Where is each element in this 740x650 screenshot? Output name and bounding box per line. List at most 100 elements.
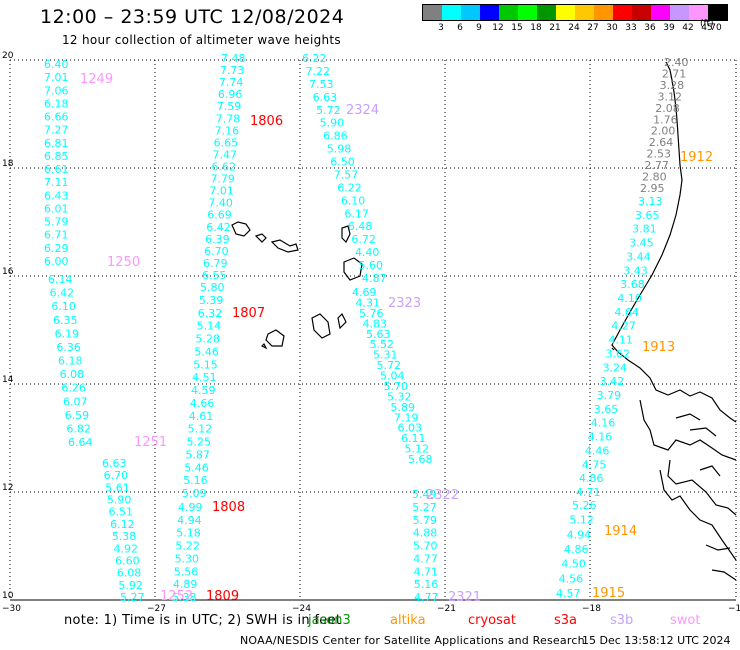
swh-value: 6.42 (206, 221, 231, 234)
swh-value: 6.51 (109, 506, 134, 519)
swh-value: 4.87 (362, 272, 387, 285)
swh-value: 4.89 (173, 578, 198, 591)
swh-value: 6.07 (63, 395, 88, 408)
swh-value: 5.98 (327, 143, 352, 156)
legend-swatch (480, 5, 499, 20)
altimeter-tracks: 6.407.017.066.186.667.276.816.856.617.11… (44, 52, 689, 604)
track-labels: 1249 1250 1251 1252 1806 1807 1808 1809 2324 2323… (80, 72, 713, 605)
swh-value: 6.66 (44, 111, 69, 124)
swh-value: 5.12 (569, 514, 594, 527)
senegal-inlets (675, 413, 737, 581)
swh-value: 3.68 (620, 278, 645, 291)
color-legend: 3 6 9 12 15 18 21 24 27 30 33 36 39 42 45 70 (422, 4, 734, 36)
swh-value: 3.79 (597, 389, 622, 402)
swh-value: 4.83 (363, 317, 388, 330)
sat-altika: altika (390, 613, 426, 628)
track-label-2323: 2323 (388, 296, 421, 311)
track-label-1251: 1251 (134, 435, 167, 450)
swh-value: 5.12 (405, 443, 430, 456)
legend-label: 36 (644, 23, 656, 33)
swh-value: 7.19 (394, 411, 419, 424)
legend-label: 27 (587, 23, 599, 33)
page-title: 12:00 – 23:59 UTC 12/08/2024 (40, 6, 345, 28)
swh-value: 5.79 (413, 514, 438, 527)
track-label-1913: 1913 (642, 340, 675, 355)
track-label-1809: 1809 (206, 589, 239, 604)
swh-value: 6.00 (44, 255, 69, 268)
swh-value: 5.72 (316, 104, 341, 117)
swh-value: 7.79 (210, 173, 235, 186)
y-tick-label: 12 (2, 483, 13, 493)
swh-value: 4.94 (567, 528, 592, 541)
swh-value: 6.26 (61, 382, 85, 395)
swh-value: 2.77 (644, 159, 669, 172)
cape-verde-maio (337, 312, 347, 330)
swh-value: 3.43 (623, 264, 648, 277)
credit-text: NOAA/NESDIS Center for Satellite Applica… (240, 634, 585, 647)
swh-value: 2.95 (640, 182, 665, 195)
swh-value: 4.40 (355, 246, 380, 259)
swh-value: 4.71 (576, 486, 601, 499)
swh-value: 2.00 (651, 125, 676, 138)
swh-value: 4.71 (414, 565, 439, 578)
legend-swatch (689, 5, 708, 20)
swh-value: 5.61 (105, 481, 130, 494)
swh-value: 4.46 (585, 444, 610, 457)
x-tick-label: −15 (728, 604, 740, 614)
swh-value: 5.56 (174, 565, 199, 578)
legend-swatch (442, 5, 461, 20)
swh-value: 4.10 (617, 292, 642, 305)
swh-value: 7.78 (216, 112, 241, 125)
legend-label: 3 (438, 23, 444, 33)
swh-value: 6.40 (44, 58, 69, 71)
swh-value: 6.19 (55, 327, 80, 340)
legend-label: 6 (457, 23, 463, 33)
swh-value: 4.50 (561, 558, 586, 571)
swh-value: 7.40 (208, 197, 233, 210)
swh-value: 2.80 (642, 171, 667, 184)
legend-label: 18 (530, 23, 542, 33)
swh-value: 6.79 (203, 257, 228, 270)
swh-value: 5.68 (408, 453, 433, 466)
swh-value: 5.27 (120, 591, 145, 604)
legend-swatch (708, 5, 727, 20)
swh-value: 6.82 (66, 422, 91, 435)
legend-label: 15 (511, 23, 523, 33)
swh-value: 3.81 (632, 223, 657, 236)
track-label-2324: 2324 (346, 103, 379, 118)
swh-value: 5.16 (183, 474, 208, 487)
y-tick-label: 18 (2, 159, 14, 169)
swh-value: 5.70 (413, 540, 438, 553)
cape-verde-fogo (265, 329, 285, 347)
swh-value: 6.43 (44, 189, 69, 202)
swh-value: 6.32 (198, 307, 223, 320)
sat-jason3: jason3 (308, 613, 351, 628)
track-label-1914: 1914 (604, 524, 637, 539)
x-tick-label: −30 (2, 604, 21, 614)
swh-value: 6.14 (48, 273, 73, 286)
track-label-1915: 1915 (592, 586, 625, 601)
swh-value: 6.59 (65, 409, 90, 422)
sat-cryosat: cryosat (468, 613, 516, 628)
swh-value: 5.28 (196, 333, 221, 346)
swh-value: 4.56 (559, 572, 584, 585)
swh-value: 7.01 (209, 185, 234, 198)
y-tick-label: 16 (2, 267, 14, 277)
swh-value: 6.96 (218, 88, 243, 101)
x-tick-label: −18 (582, 604, 601, 614)
track-label-1250: 1250 (107, 255, 140, 270)
swh-value: 5.27 (412, 501, 437, 514)
legend-labels: 3 6 9 12 15 18 21 24 27 30 33 36 39 42 45 70 (422, 21, 734, 35)
swh-value: 4.75 (582, 458, 607, 471)
swh-value: 6.55 (202, 269, 227, 282)
legend-swatch (461, 5, 480, 20)
swh-value: 5.72 (377, 359, 402, 372)
swh-value: 6.60 (115, 554, 140, 567)
legend-color-bar (422, 4, 728, 21)
africa-coastline (611, 61, 737, 561)
legend-swatch (499, 5, 518, 20)
sat-s3b: s3b (610, 613, 634, 628)
sat-swot: swot (670, 613, 701, 628)
swh-value: 3.65 (594, 403, 619, 416)
